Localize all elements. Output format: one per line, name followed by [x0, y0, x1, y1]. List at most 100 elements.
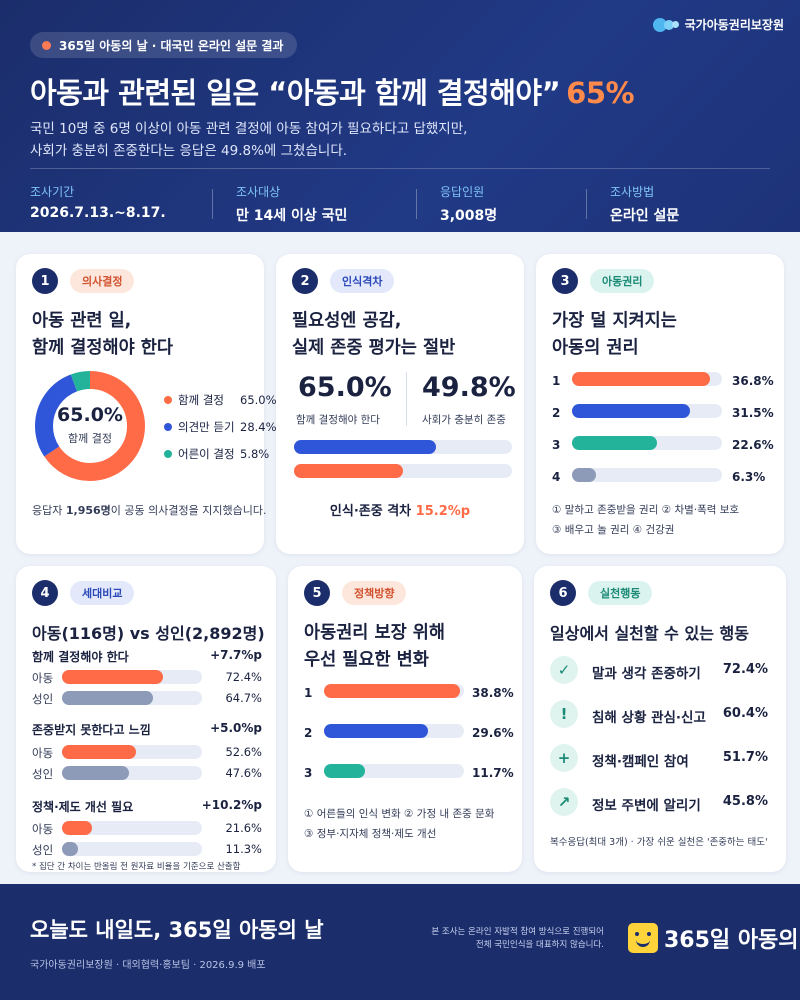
card-tag: 의사결정: [70, 269, 135, 293]
bar-track: [62, 842, 202, 856]
meta-value: 온라인 설문: [610, 208, 680, 224]
legend-item: 의견만 듣기 28.4%: [164, 419, 277, 435]
card-number: 3: [552, 268, 578, 294]
footer-title: 오늘도 내일도, 365일 아동의 날: [30, 918, 324, 942]
action-label: 정보 주변에 알리기: [592, 798, 701, 814]
disclaimer-line-2: 전체 국민인식을 대표하지 않습니다.: [475, 940, 604, 950]
meta-key: 조사기간: [30, 185, 75, 199]
meta-value: 만 14세 이상 국민: [236, 208, 348, 224]
rank-value: 31.5%: [732, 406, 774, 420]
action-label: 말과 생각 존중하기: [592, 666, 701, 682]
bar-track: [572, 372, 722, 386]
bar-respect: [294, 464, 403, 478]
brand-text: 365일 아동의 날: [664, 928, 800, 953]
card-policy: 5 정책방향 아동권리 보장 위해 우선 필요한 변화 1 38.8% 2 29.…: [288, 566, 522, 872]
headline-pct: 65%: [566, 76, 635, 110]
survey-badge: 365일 아동의 날 · 대국민 온라인 설문 결과: [30, 32, 298, 58]
smile-face-icon: [628, 923, 658, 953]
rank-bar: [572, 468, 596, 482]
rank-value: 38.8%: [472, 686, 514, 700]
bar-track: [572, 468, 722, 482]
adult-bar: [62, 691, 153, 705]
card-title: 필요성엔 공감, 실제 존중 평가는 절반: [292, 308, 455, 362]
headline-text: 아동과 관련된 일은 “아동과 함께 결정해야”: [30, 76, 561, 110]
legend-label: 함께 결정: [178, 393, 224, 407]
lede-line-2: 사회가 충분히 존중한다는 응답은 49.8%에 그쳤습니다.: [30, 143, 348, 159]
brand-logo: 365일 아동의 날: [628, 922, 800, 954]
legend-dot-icon: [164, 396, 172, 404]
card-action: 6 실천행동 일상에서 실천할 수 있는 행동 ✓ 말과 생각 존중하기 72.…: [534, 566, 786, 872]
bar-track: [62, 766, 202, 780]
card-tag: 정책방향: [342, 581, 407, 605]
meta-target: 조사대상 만 14세 이상 국민: [236, 183, 347, 225]
legend-value: 5.8%: [240, 447, 270, 461]
lede-line-1: 국민 10명 중 6명 이상이 아동 관련 결정에 아동 참여가 필요하다고 답…: [30, 121, 468, 137]
stat-respect-pct: 49.8%: [422, 372, 516, 403]
header: 365일 아동의 날 · 대국민 온라인 설문 결과 국가아동권리보장원 아동과…: [0, 0, 800, 232]
bar-track: [62, 745, 202, 759]
card-title-line-1: 아동 관련 일,: [32, 311, 132, 331]
footnote: * 집단 간 차이는 반올림 전 원자료 비율을 기준으로 산출함: [32, 862, 241, 872]
group-title: 존중받지 못한다고 느낌: [32, 723, 151, 737]
badge-dot-icon: [42, 40, 51, 50]
rank-value: 11.7%: [472, 766, 514, 780]
bar-track: [324, 684, 464, 698]
meta-divider: [586, 189, 587, 219]
meta-key: 응답인원: [440, 185, 485, 199]
alert-icon: !: [550, 700, 578, 728]
card-note: 복수응답(최대 3개) · 가장 쉬운 실천은 '존중하는 태도': [550, 837, 768, 848]
donut-slice-listen: [35, 371, 145, 481]
legend-item: 함께 결정 65.0%: [164, 392, 277, 408]
card-tag: 아동권리: [590, 269, 655, 293]
group-delta: +7.7%p: [210, 648, 262, 662]
bar-track: [62, 821, 202, 835]
card-number: 4: [32, 580, 58, 606]
rank-legend-line-2: ③ 정부·지자체 정책·제도 개선: [304, 828, 437, 840]
bar-track: [294, 440, 512, 454]
stat-need-pct: 65.0%: [298, 372, 392, 403]
card-tag: 실천행동: [588, 581, 653, 605]
bar-track: [572, 404, 722, 418]
meta-value: 3,008명: [440, 208, 498, 224]
adult-bar: [62, 766, 129, 780]
rank-label: 4: [552, 470, 561, 484]
legend-value: 65.0%: [240, 393, 277, 407]
bar-track: [62, 670, 202, 684]
rank-value: 6.3%: [732, 470, 766, 484]
card-number: 5: [304, 580, 330, 606]
card-title-line-1: 필요성엔 공감,: [292, 311, 402, 331]
rank-label: 1: [304, 686, 313, 700]
card-title-line-2: 함께 결정해야 한다: [32, 338, 173, 358]
row-value: 52.6%: [225, 745, 262, 759]
rank-bar: [572, 372, 710, 386]
action-label: 정책·캠페인 참여: [592, 754, 689, 770]
bar-track: [324, 724, 464, 738]
card-title: 가장 덜 지켜지는 아동의 권리: [552, 308, 677, 362]
bar-track: [572, 436, 722, 450]
rank-label: 1: [552, 374, 561, 388]
gap-label: 인식·존중 격차: [329, 504, 412, 519]
meta-value: 2026.7.13.~8.17.: [30, 205, 166, 221]
meta-key: 조사방법: [610, 185, 655, 199]
card-tag: 세대비교: [70, 581, 135, 605]
action-value: 45.8%: [722, 794, 768, 809]
meta-divider: [212, 189, 213, 219]
row-value: 64.7%: [225, 691, 262, 705]
card-title: 아동 관련 일, 함께 결정해야 한다: [32, 308, 173, 362]
rank-value: 36.8%: [732, 374, 774, 388]
page-title: 아동과 관련된 일은 “아동과 함께 결정해야” 65%: [30, 70, 635, 112]
legend-label: 어른이 결정: [178, 447, 235, 461]
rank-value: 22.6%: [732, 438, 774, 452]
card-note: 응답자 1,956명이 공동 의사결정을 지지했습니다.: [32, 502, 266, 518]
bar-track: [62, 691, 202, 705]
card-title: 일상에서 실천할 수 있는 행동: [550, 624, 749, 643]
stat-divider: [406, 372, 407, 426]
adult-bar: [62, 842, 78, 856]
gap-summary: 인식·존중 격차 15.2%p: [276, 500, 524, 519]
meta-divider: [416, 189, 417, 219]
rank-bar: [572, 404, 691, 418]
group-delta: +10.2%p: [201, 798, 262, 812]
org-logo: 국가아동권리보장원: [652, 16, 784, 33]
card-number: 6: [550, 580, 576, 606]
